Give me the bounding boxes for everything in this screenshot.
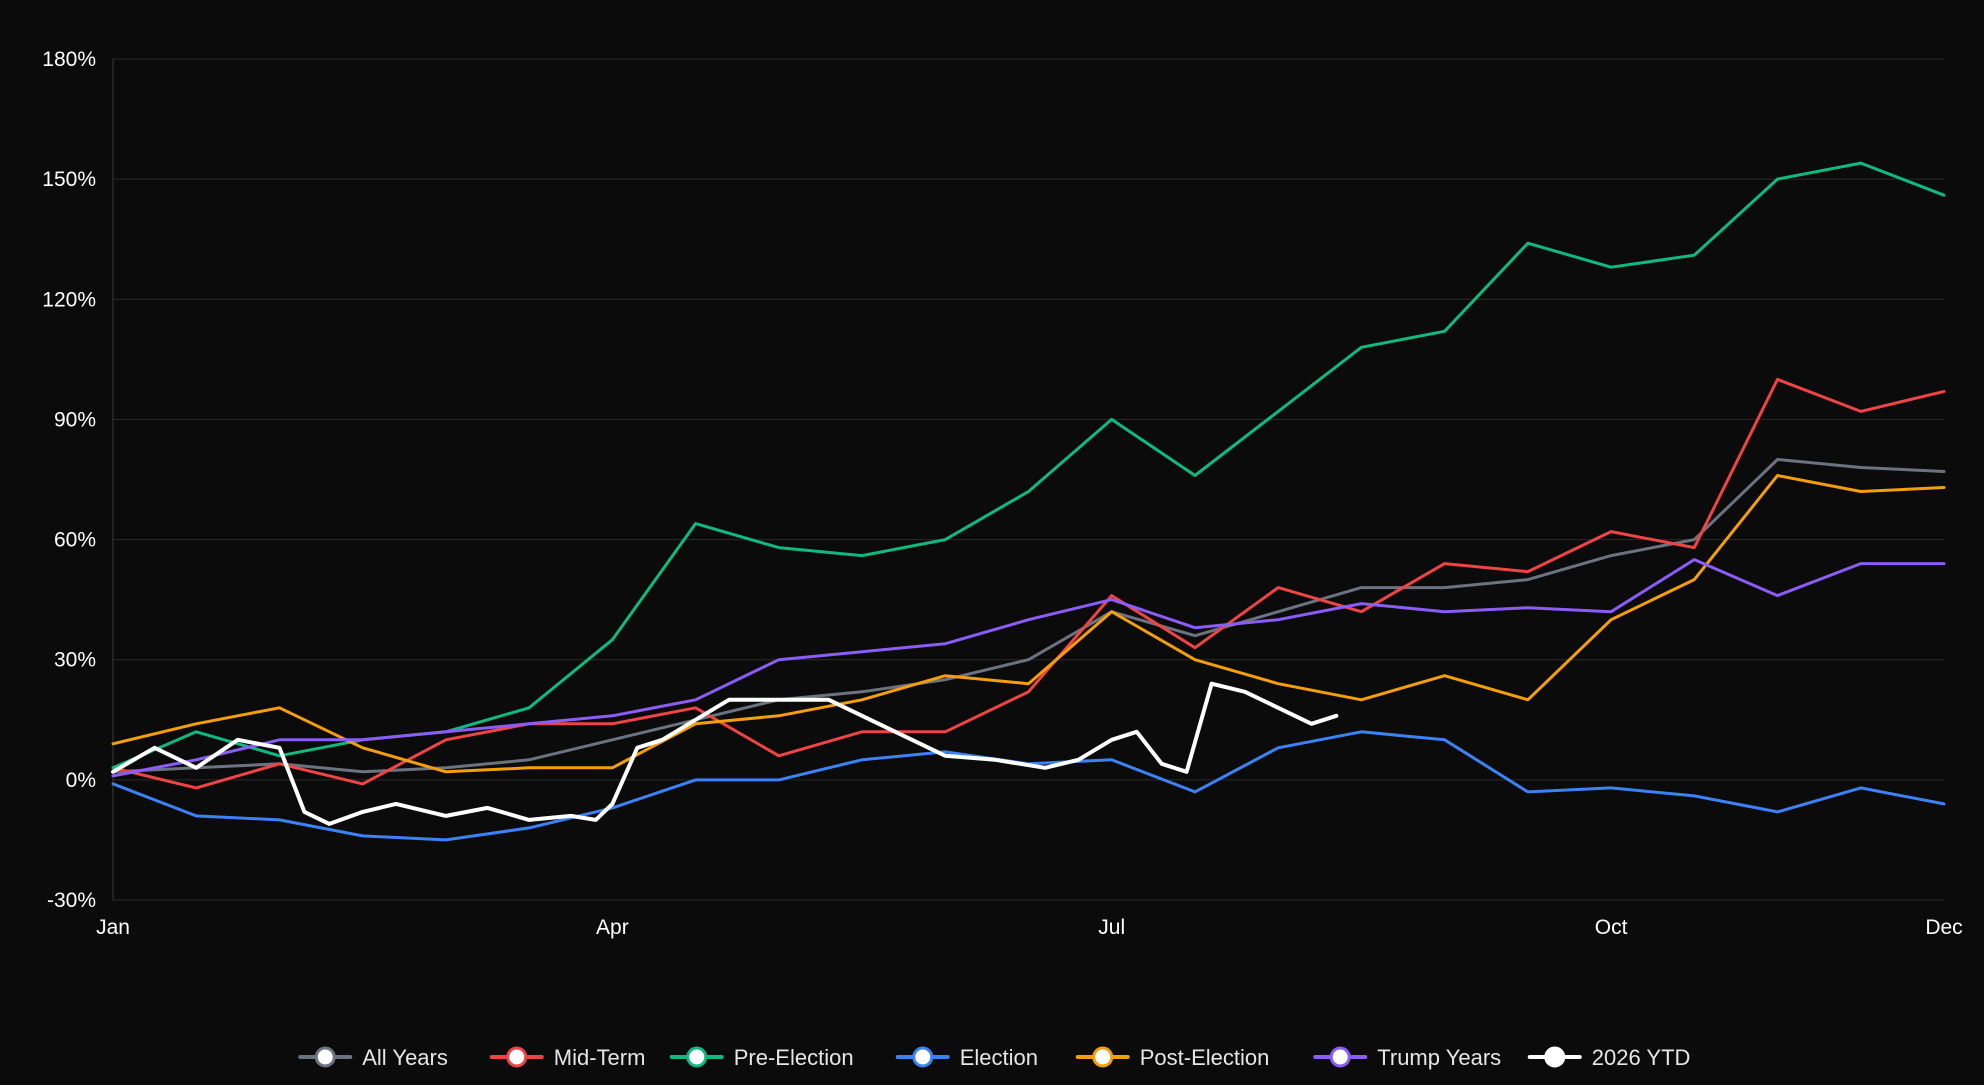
legend-label: Election bbox=[960, 1045, 1038, 1070]
legend-label: 2026 YTD bbox=[1592, 1045, 1691, 1070]
series-layer bbox=[111, 161, 1946, 842]
series-line-trump-years bbox=[111, 558, 1946, 778]
axis-layer: 180% 150% 120% 90% 60% 30% 0% -30%Jan Apr Jul Oct D… bbox=[42, 48, 1962, 939]
y-tick-label: 180% bbox=[42, 48, 96, 71]
legend-label: Trump Years bbox=[1377, 1045, 1501, 1070]
legend-item-mid-term[interactable]: Mid-Term bbox=[489, 1045, 646, 1070]
x-tick-label: Jul bbox=[1098, 916, 1125, 939]
y-tick-label: 30% bbox=[54, 649, 96, 672]
legend-marker-dot bbox=[1092, 1046, 1114, 1068]
y-tick-label: 120% bbox=[42, 288, 96, 311]
legend-item-post-election[interactable]: Post-Election bbox=[1075, 1045, 1270, 1070]
legend-marker-dot bbox=[686, 1046, 708, 1068]
legend-item-pre-election[interactable]: Pre-Election bbox=[669, 1045, 854, 1070]
legend-item-all-years[interactable]: All Years bbox=[298, 1045, 448, 1070]
series-line-all-years bbox=[111, 458, 1946, 774]
y-tick-label: -30% bbox=[47, 889, 96, 912]
legend[interactable]: All Years Mid-Term Pre-Election Election Pos… bbox=[298, 1045, 1691, 1070]
series-line-mid-term bbox=[111, 377, 1946, 790]
x-tick-label: Apr bbox=[596, 916, 629, 939]
legend-marker-dot bbox=[1329, 1046, 1351, 1068]
y-tick-label: 60% bbox=[54, 529, 96, 552]
legend-label: All Years bbox=[362, 1045, 448, 1070]
x-tick-label: Jan bbox=[96, 916, 130, 939]
legend-marker-dot bbox=[912, 1046, 934, 1068]
legend-label: Mid-Term bbox=[554, 1045, 646, 1070]
y-tick-label: 150% bbox=[42, 168, 96, 191]
x-tick-label: Oct bbox=[1595, 916, 1628, 939]
series-line-pre-election bbox=[111, 161, 1946, 770]
legend-item-2026-ytd[interactable]: 2026 YTD bbox=[1527, 1045, 1691, 1070]
legend-label: Pre-Election bbox=[734, 1045, 854, 1070]
series-line-post-election bbox=[111, 474, 1946, 774]
y-tick-label: 0% bbox=[66, 769, 96, 792]
legend-label: Post-Election bbox=[1140, 1045, 1270, 1070]
legend-item-trump-years[interactable]: Trump Years bbox=[1313, 1045, 1501, 1070]
x-tick-label: Dec bbox=[1925, 916, 1962, 939]
legend-marker-dot bbox=[1544, 1046, 1566, 1068]
grid-layer bbox=[113, 58, 1944, 901]
legend-item-election[interactable]: Election bbox=[895, 1045, 1038, 1070]
series-line-election bbox=[111, 730, 1946, 842]
series-line-2026-ytd bbox=[111, 681, 1339, 826]
y-tick-label: 90% bbox=[54, 408, 96, 431]
legend-marker-dot bbox=[314, 1046, 336, 1068]
legend-marker-dot bbox=[506, 1046, 528, 1068]
